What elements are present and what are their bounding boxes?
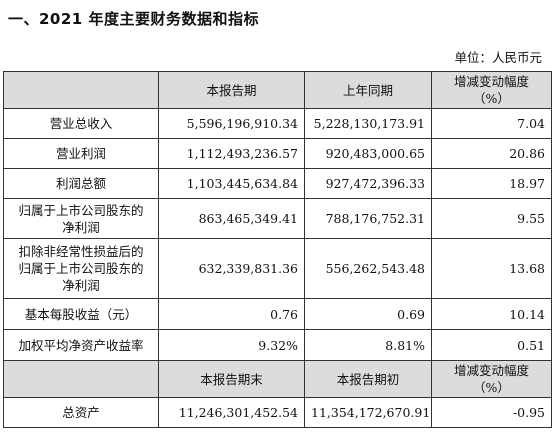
- header-period-start: 本报告期初: [304, 360, 432, 398]
- period-end-value: 11,246,301,452.54: [158, 397, 305, 428]
- change-value: 10.14: [431, 298, 552, 330]
- row-label-line: 加权平均净资产收益率: [18, 337, 144, 353]
- row-label-line: 总资产: [62, 405, 100, 420]
- table-header-row: 本报告期末 本报告期初 增减变动幅度 （%）: [3, 360, 552, 398]
- prior-value: 0.69: [304, 298, 432, 330]
- table-row: 利润总额 1,103,445,634.84 927,472,396.33 18.…: [3, 168, 552, 199]
- header-prior-period: 上年同期: [304, 71, 432, 109]
- prior-value: 8.81%: [304, 329, 432, 361]
- row-label-line: 归属于上市公司股东的: [18, 202, 144, 218]
- prior-value: 556,262,543.48: [304, 238, 432, 299]
- header-change-percent: 增减变动幅度 （%）: [431, 71, 552, 109]
- change-value: 13.68: [431, 238, 552, 299]
- period-start-value: 11,354,172,670.91: [304, 397, 432, 428]
- header-item-column: [3, 360, 159, 398]
- row-label: 营业总收入: [3, 108, 159, 139]
- change-value: 18.97: [431, 168, 552, 199]
- row-label: 归属于上市公司股东的 净利润: [3, 198, 159, 239]
- header-item-column: [3, 71, 159, 109]
- change-value: 7.04: [431, 108, 552, 139]
- row-label: 扣除非经常性损益后的 归属于上市公司股东的 净利润: [3, 238, 159, 299]
- row-label: 营业利润: [3, 138, 159, 169]
- row-label: 总资产: [3, 397, 159, 428]
- header-change-percent: 增减变动幅度 （%）: [431, 360, 552, 398]
- change-value: 9.55: [431, 198, 552, 239]
- table-row: 归属于上市公司股东的 净利润 863,465,349.41 788,176,75…: [3, 198, 552, 239]
- header-change-line2: （%）: [473, 91, 510, 106]
- row-label-line: 归属于上市公司股东的: [18, 261, 144, 276]
- current-value: 9.32%: [158, 329, 305, 361]
- current-value: 632,339,831.36: [158, 238, 305, 299]
- row-label-line: 扣除非经常性损益后的: [18, 244, 144, 259]
- row-label-line: 净利润: [62, 278, 100, 293]
- table-row: 加权平均净资产收益率 9.32% 8.81% 0.51: [3, 329, 552, 361]
- change-value: -0.95: [431, 397, 552, 428]
- header-change-line2: （%）: [473, 380, 510, 395]
- current-value: 1,103,445,634.84: [158, 168, 305, 199]
- row-label: 利润总额: [3, 168, 159, 199]
- prior-value: 5,228,130,173.91: [304, 108, 432, 139]
- current-value: 0.76: [158, 298, 305, 330]
- header-period-end: 本报告期末: [158, 360, 305, 398]
- financial-data-table: 本报告期 上年同期 增减变动幅度 （%） 营业总收入 5,596,196,910…: [3, 71, 552, 428]
- row-label-line: 基本每股收益（元）: [24, 306, 138, 322]
- prior-value: 920,483,000.65: [304, 138, 432, 169]
- change-value: 20.86: [431, 138, 552, 169]
- table-row: 营业总收入 5,596,196,910.34 5,228,130,173.91 …: [3, 108, 552, 139]
- prior-value: 927,472,396.33: [304, 168, 432, 199]
- currency-unit-label: 单位：人民币元: [454, 50, 542, 65]
- table-row: 营业利润 1,112,493,236.57 920,483,000.65 20.…: [3, 138, 552, 169]
- row-label: 加权平均净资产收益率: [3, 329, 159, 361]
- row-label-line: 营业利润: [55, 146, 106, 161]
- table-row: 总资产 11,246,301,452.54 11,354,172,670.91 …: [3, 397, 552, 428]
- prior-value: 788,176,752.31: [304, 198, 432, 239]
- header-change-line1: 增减变动幅度: [453, 74, 529, 89]
- row-label-line: 营业总收入: [49, 116, 113, 131]
- current-value: 863,465,349.41: [158, 198, 305, 239]
- table-header-row: 本报告期 上年同期 增减变动幅度 （%）: [3, 71, 552, 109]
- header-current-period: 本报告期: [158, 71, 305, 109]
- header-change-line1: 增减变动幅度: [453, 363, 529, 378]
- row-label-line: 净利润: [62, 219, 100, 235]
- row-label: 基本每股收益（元）: [3, 298, 159, 330]
- table-row: 基本每股收益（元） 0.76 0.69 10.14: [3, 298, 552, 330]
- row-label-line: 利润总额: [55, 176, 106, 191]
- table-row: 扣除非经常性损益后的 归属于上市公司股东的 净利润 632,339,831.36…: [3, 238, 552, 299]
- current-value: 5,596,196,910.34: [158, 108, 305, 139]
- current-value: 1,112,493,236.57: [158, 138, 305, 169]
- change-value: 0.51: [431, 329, 552, 361]
- section-heading: 一、2021 年度主要财务数据和指标: [8, 10, 259, 28]
